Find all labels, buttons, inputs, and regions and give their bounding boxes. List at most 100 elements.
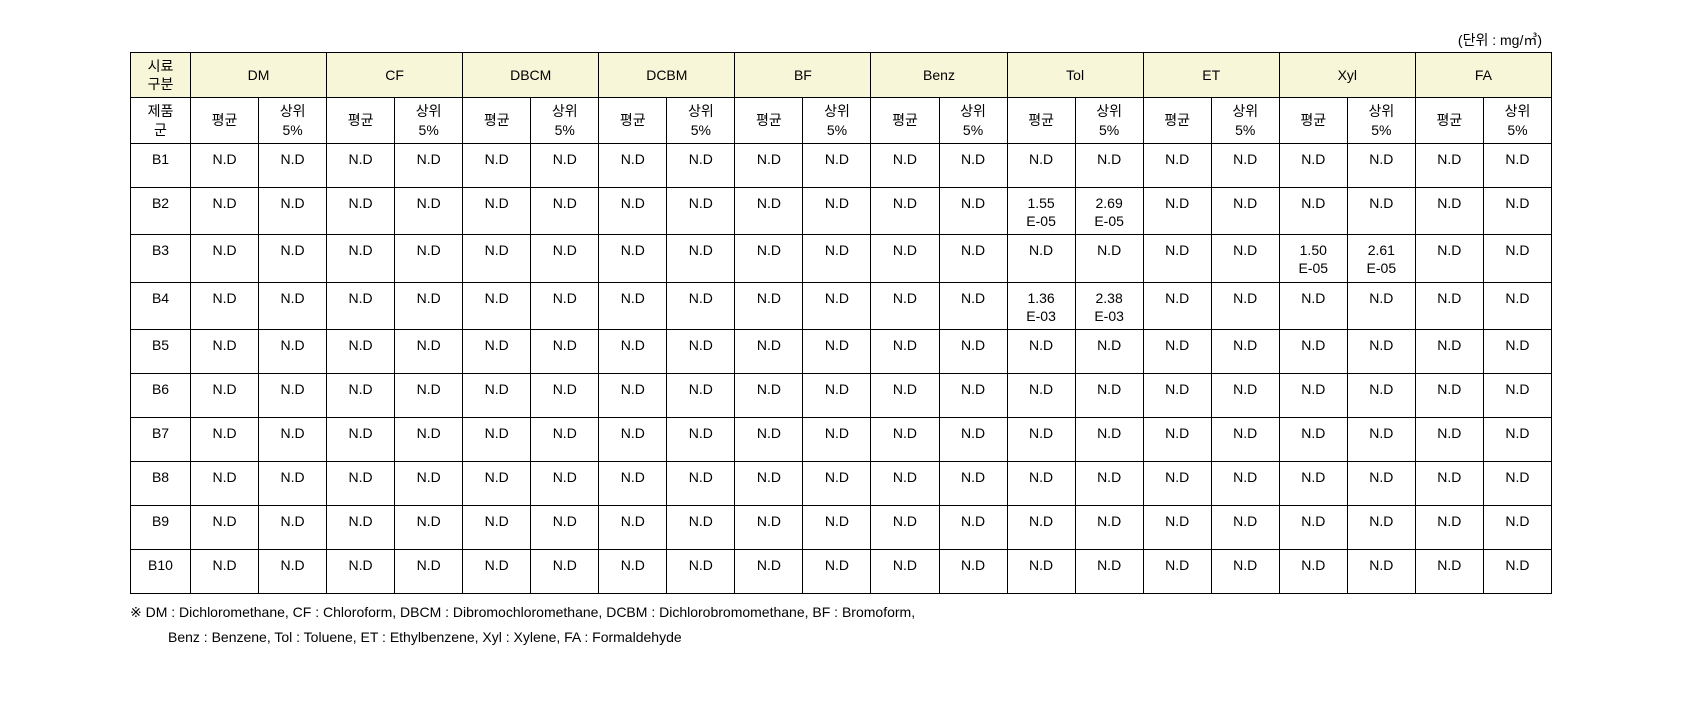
row-label: B10 — [131, 549, 191, 593]
data-cell: N.D — [191, 505, 259, 549]
data-cell: N.D — [1347, 461, 1415, 505]
data-cell: N.D — [191, 143, 259, 187]
subheader-top5: 상위 5% — [939, 98, 1007, 143]
data-cell: N.D — [1007, 417, 1075, 461]
data-cell: N.D — [1143, 282, 1211, 329]
data-cell: N.D — [259, 187, 327, 234]
data-cell: N.D — [531, 235, 599, 282]
data-cell: N.D — [1075, 373, 1143, 417]
table-row: B5N.DN.DN.DN.DN.DN.DN.DN.DN.DN.DN.DN.DN.… — [131, 329, 1552, 373]
data-cell: N.D — [191, 329, 259, 373]
data-cell: N.D — [939, 282, 1007, 329]
data-cell: N.D — [871, 235, 939, 282]
data-cell: N.D — [1211, 235, 1279, 282]
data-cell: N.D — [939, 143, 1007, 187]
subheader-avg: 평균 — [463, 98, 531, 143]
data-cell: N.D — [735, 143, 803, 187]
table-row: B7N.DN.DN.DN.DN.DN.DN.DN.DN.DN.DN.DN.DN.… — [131, 417, 1552, 461]
data-cell: N.D — [871, 505, 939, 549]
header-chem-dbcm: DBCM — [463, 53, 599, 98]
table-body: B1N.DN.DN.DN.DN.DN.DN.DN.DN.DN.DN.DN.DN.… — [131, 143, 1552, 593]
table-row: B1N.DN.DN.DN.DN.DN.DN.DN.DN.DN.DN.DN.DN.… — [131, 143, 1552, 187]
data-cell: N.D — [1075, 505, 1143, 549]
data-cell: N.D — [1347, 417, 1415, 461]
data-cell: N.D — [1279, 549, 1347, 593]
data-cell: N.D — [1007, 143, 1075, 187]
data-cell: N.D — [1211, 505, 1279, 549]
data-cell: N.D — [1075, 417, 1143, 461]
data-cell: N.D — [1415, 417, 1483, 461]
data-cell: N.D — [1279, 373, 1347, 417]
data-cell: N.D — [1279, 505, 1347, 549]
data-cell: N.D — [259, 461, 327, 505]
data-cell: N.D — [667, 187, 735, 234]
data-cell: N.D — [1483, 373, 1551, 417]
data-cell: N.D — [1483, 235, 1551, 282]
header-chem-benz: Benz — [871, 53, 1007, 98]
data-cell: 2.69 E-05 — [1075, 187, 1143, 234]
data-cell: N.D — [1483, 329, 1551, 373]
data-cell: N.D — [1075, 235, 1143, 282]
data-cell: N.D — [1211, 282, 1279, 329]
data-cell: N.D — [1211, 329, 1279, 373]
data-cell: N.D — [1279, 282, 1347, 329]
data-cell: N.D — [1279, 143, 1347, 187]
data-cell: N.D — [463, 235, 531, 282]
header-chem-tol: Tol — [1007, 53, 1143, 98]
data-cell: N.D — [463, 461, 531, 505]
data-cell: N.D — [1483, 187, 1551, 234]
data-cell: N.D — [667, 549, 735, 593]
data-cell: 2.38 E-03 — [1075, 282, 1143, 329]
data-cell: N.D — [395, 505, 463, 549]
data-cell: N.D — [395, 417, 463, 461]
data-cell: N.D — [395, 329, 463, 373]
data-cell: N.D — [1143, 373, 1211, 417]
data-cell: N.D — [1211, 417, 1279, 461]
data-cell: N.D — [531, 329, 599, 373]
data-cell: N.D — [599, 187, 667, 234]
subheader-top5: 상위 5% — [803, 98, 871, 143]
data-cell: N.D — [803, 373, 871, 417]
data-cell: N.D — [327, 235, 395, 282]
data-cell: N.D — [667, 282, 735, 329]
row-label: B2 — [131, 187, 191, 234]
table-header: 시료 구분 DM CF DBCM DCBM BF Benz Tol ET Xyl… — [131, 53, 1552, 144]
header-chem-xyl: Xyl — [1279, 53, 1415, 98]
data-cell: N.D — [531, 461, 599, 505]
data-cell: N.D — [1483, 505, 1551, 549]
data-cell: N.D — [1483, 549, 1551, 593]
subheader-avg: 평균 — [1415, 98, 1483, 143]
data-cell: N.D — [803, 417, 871, 461]
data-cell: N.D — [735, 373, 803, 417]
data-cell: N.D — [1075, 329, 1143, 373]
table-row: B3N.DN.DN.DN.DN.DN.DN.DN.DN.DN.DN.DN.DN.… — [131, 235, 1552, 282]
data-cell: N.D — [1483, 143, 1551, 187]
data-cell: N.D — [803, 329, 871, 373]
data-cell: N.D — [871, 187, 939, 234]
data-cell: N.D — [259, 282, 327, 329]
data-cell: N.D — [327, 187, 395, 234]
data-cell: N.D — [191, 417, 259, 461]
data-cell: N.D — [1075, 461, 1143, 505]
footnote-line2: Benz : Benzene, Tol : Toluene, ET : Ethy… — [130, 625, 1552, 650]
data-cell: N.D — [463, 187, 531, 234]
data-cell: N.D — [259, 505, 327, 549]
data-cell: N.D — [1415, 235, 1483, 282]
subheader-top5: 상위 5% — [1211, 98, 1279, 143]
footnote-line1: ※ DM : Dichloromethane, CF : Chloroform,… — [130, 600, 1552, 625]
unit-label: (단위 : mg/㎥) — [130, 30, 1552, 50]
data-cell: N.D — [191, 187, 259, 234]
data-cell: N.D — [735, 461, 803, 505]
data-cell: N.D — [667, 461, 735, 505]
data-cell: N.D — [191, 373, 259, 417]
data-cell: N.D — [1075, 549, 1143, 593]
data-cell: N.D — [463, 373, 531, 417]
row-label: B8 — [131, 461, 191, 505]
data-cell: N.D — [1007, 235, 1075, 282]
header-chem-et: ET — [1143, 53, 1279, 98]
data-cell: N.D — [1347, 282, 1415, 329]
data-cell: N.D — [1143, 329, 1211, 373]
header-sample-classification: 시료 구분 — [131, 53, 191, 98]
subheader-avg: 평균 — [871, 98, 939, 143]
data-cell: N.D — [599, 329, 667, 373]
